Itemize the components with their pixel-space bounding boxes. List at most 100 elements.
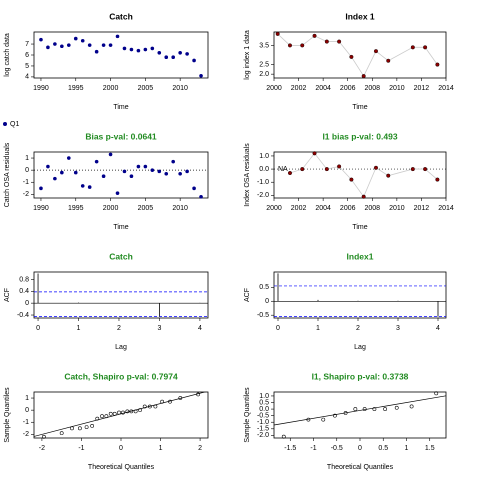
y-tick-label: 0.5 bbox=[259, 399, 269, 406]
x-tick-label: 2010 bbox=[172, 85, 188, 92]
x-tick-label: 1.5 bbox=[425, 445, 435, 452]
point bbox=[129, 409, 134, 414]
x-tick-label: -1 bbox=[78, 445, 84, 452]
point bbox=[164, 171, 169, 176]
x-tick-label: 3 bbox=[396, 325, 400, 332]
y-tick-label: -1.0 bbox=[257, 179, 269, 186]
point bbox=[324, 39, 329, 44]
point bbox=[185, 169, 189, 174]
point bbox=[143, 47, 148, 52]
y-tick-label: -2.0 bbox=[257, 432, 269, 439]
x-tick-label: 2006 bbox=[340, 85, 356, 92]
y-axis-title: Sample Quantiles bbox=[244, 387, 251, 443]
point bbox=[108, 43, 113, 47]
point bbox=[77, 426, 82, 431]
x-axis-title: Time bbox=[113, 224, 128, 231]
x-tick-label: 2 bbox=[198, 445, 202, 452]
x-tick-label: 2008 bbox=[364, 85, 380, 92]
y-tick-label: -0.5 bbox=[257, 413, 269, 420]
point bbox=[306, 417, 311, 422]
point bbox=[73, 36, 78, 41]
point bbox=[87, 185, 92, 189]
point bbox=[157, 51, 162, 55]
x-axis-title: Theoretical Quantiles bbox=[327, 464, 394, 471]
y-tick-label: -1.0 bbox=[257, 419, 269, 426]
point bbox=[287, 43, 292, 48]
y-axis-title: ACF bbox=[244, 288, 251, 302]
panel-title: Catch bbox=[109, 11, 133, 21]
plot-frame bbox=[273, 31, 447, 79]
plot-frame bbox=[273, 151, 447, 199]
x-axis-title: Theoretical Quantiles bbox=[88, 464, 155, 471]
point bbox=[423, 167, 428, 172]
x-tick-label: 2005 bbox=[138, 85, 154, 92]
x-tick-label: 2002 bbox=[291, 85, 307, 92]
point bbox=[147, 404, 152, 409]
point bbox=[373, 165, 378, 170]
point bbox=[178, 51, 182, 55]
y-tick-label: 6 bbox=[25, 52, 29, 59]
y-tick-label: -0.4 bbox=[17, 312, 29, 319]
point bbox=[178, 396, 183, 400]
x-tick-label: 2002 bbox=[291, 205, 307, 212]
x-tick-label: 4 bbox=[198, 325, 202, 332]
panel-title: Catch bbox=[109, 251, 133, 261]
x-tick-label: 2010 bbox=[389, 85, 405, 92]
point bbox=[362, 407, 367, 411]
x-tick-label: 2000 bbox=[103, 205, 119, 212]
point bbox=[90, 423, 95, 428]
x-tick-label: -1.5 bbox=[284, 445, 296, 452]
point bbox=[275, 31, 280, 36]
plot-frame bbox=[273, 391, 447, 439]
y-tick-label: 0.8 bbox=[19, 276, 29, 283]
point bbox=[100, 414, 104, 419]
x-axis-title: Lag bbox=[354, 344, 366, 351]
point bbox=[94, 49, 99, 54]
x-tick-label: 2 bbox=[117, 325, 121, 332]
point bbox=[143, 164, 148, 169]
point bbox=[171, 159, 175, 164]
y-tick-label: 0.0 bbox=[259, 166, 269, 173]
point bbox=[108, 152, 113, 157]
x-tick-label: 2010 bbox=[389, 205, 405, 212]
y-tick-label: -1.5 bbox=[257, 426, 269, 433]
x-tick-label: 1995 bbox=[68, 85, 84, 92]
plot-frame bbox=[33, 151, 209, 199]
point bbox=[386, 58, 391, 63]
y-tick-label: 4 bbox=[25, 74, 29, 81]
x-tick-label: 1 bbox=[316, 325, 320, 332]
point bbox=[435, 177, 440, 182]
x-tick-label: -0.5 bbox=[331, 445, 343, 452]
y-axis-title: log catch data bbox=[4, 33, 11, 77]
point bbox=[41, 434, 46, 439]
point bbox=[53, 176, 57, 181]
point bbox=[80, 38, 85, 43]
point bbox=[115, 191, 120, 195]
point bbox=[409, 404, 414, 409]
point bbox=[117, 410, 121, 415]
point bbox=[101, 43, 106, 47]
point bbox=[87, 43, 92, 47]
point bbox=[129, 47, 134, 52]
point bbox=[361, 194, 366, 199]
x-tick-label: 0 bbox=[358, 445, 362, 452]
x-tick-label: 0 bbox=[36, 325, 40, 332]
y-tick-label: -2 bbox=[23, 191, 29, 198]
point bbox=[108, 411, 113, 416]
point bbox=[60, 44, 64, 49]
y-axis-title: Sample Quantiles bbox=[4, 387, 11, 443]
point bbox=[192, 58, 196, 63]
y-tick-label: 0 bbox=[25, 167, 29, 174]
y-tick-label: 2.5 bbox=[259, 61, 269, 68]
y-tick-label: 0 bbox=[25, 407, 29, 414]
x-tick-label: 0.5 bbox=[378, 445, 388, 452]
x-axis-title: Time bbox=[113, 104, 128, 111]
point bbox=[136, 164, 141, 169]
y-tick-label: 1.0 bbox=[259, 153, 269, 160]
x-tick-label: 2014 bbox=[438, 205, 454, 212]
point bbox=[353, 407, 358, 411]
point bbox=[337, 164, 342, 169]
point bbox=[178, 171, 182, 176]
series-line bbox=[289, 152, 438, 198]
